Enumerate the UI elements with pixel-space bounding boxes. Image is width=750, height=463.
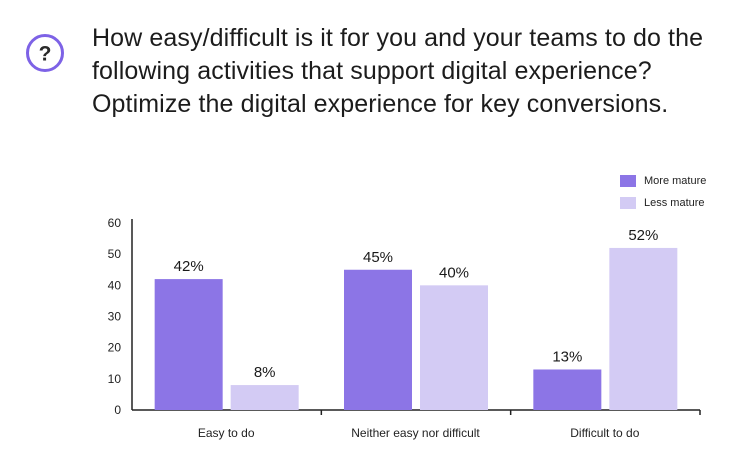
legend-item-more-mature: More mature [620, 170, 706, 192]
legend-label-less-mature: Less mature [644, 197, 705, 209]
bar-more-mature [344, 269, 412, 410]
x-category-label: Difficult to do [570, 426, 639, 440]
question-mark-icon: ? [26, 34, 64, 72]
y-tick-label: 40 [108, 278, 122, 292]
y-tick-label: 10 [108, 372, 122, 386]
legend-swatch-less-mature [620, 197, 636, 209]
data-label: 52% [628, 227, 658, 244]
data-label: 8% [254, 364, 276, 381]
x-category-label: Neither easy nor difficult [351, 426, 480, 440]
bar-less-mature [420, 285, 488, 410]
y-tick-label: 30 [108, 310, 122, 324]
svg-text:?: ? [39, 43, 52, 66]
legend-label-more-mature: More mature [644, 175, 707, 187]
bar-more-mature [533, 369, 602, 410]
legend-item-less-mature: Less mature [620, 192, 706, 214]
y-tick-label: 20 [108, 341, 122, 355]
data-label: 13% [552, 348, 582, 365]
question-text: How easy/difficult is it for you and you… [92, 24, 704, 118]
bar-less-mature [609, 247, 678, 410]
bar-more-mature [154, 279, 223, 410]
data-label: 40% [439, 264, 469, 281]
data-label: 42% [174, 258, 204, 275]
data-label: 45% [363, 249, 393, 266]
legend-swatch-more-mature [620, 175, 636, 187]
y-tick-label: 0 [114, 403, 121, 417]
bar-less-mature [230, 385, 299, 410]
x-category-label: Easy to do [198, 426, 255, 440]
y-tick-label: 60 [108, 216, 122, 230]
y-tick-label: 50 [108, 247, 122, 261]
chart-legend: More mature Less mature [620, 170, 706, 214]
